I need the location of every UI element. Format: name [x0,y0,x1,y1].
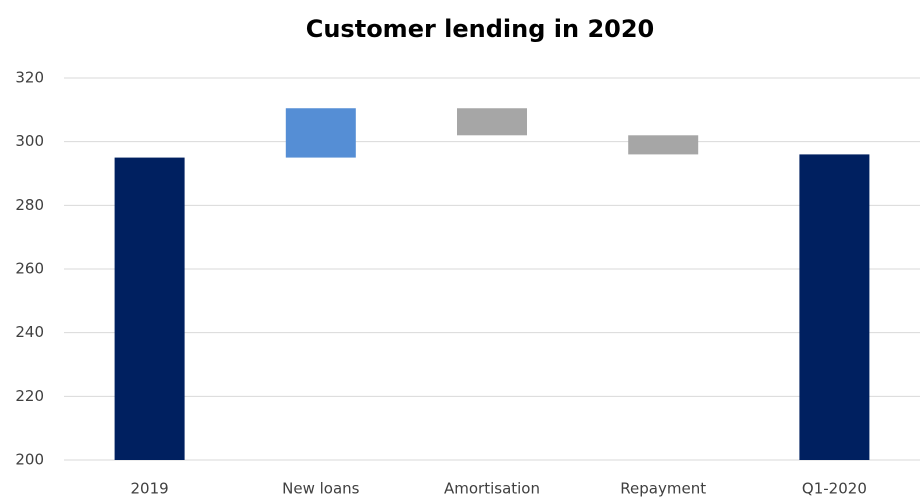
bar [628,135,699,155]
bar [799,154,870,460]
y-tick-label: 200 [15,451,44,469]
bar [457,108,527,136]
y-tick-label: 280 [15,196,44,214]
x-tick-label: Q1-2020 [802,480,867,497]
y-tick-label: 260 [15,260,44,278]
x-tick-label: Repayment [620,480,706,497]
x-tick-label: 2019 [131,480,169,497]
y-tick-label: 220 [15,387,44,405]
chart-title: Customer lending in 2020 [306,15,655,43]
x-tick-label: Amortisation [444,480,540,497]
y-tick-label: 300 [15,132,44,150]
y-tick-label: 240 [15,323,44,341]
bar [114,157,185,461]
bar [285,108,356,158]
y-tick-label: 320 [15,69,44,87]
x-tick-label: New loans [282,480,360,497]
